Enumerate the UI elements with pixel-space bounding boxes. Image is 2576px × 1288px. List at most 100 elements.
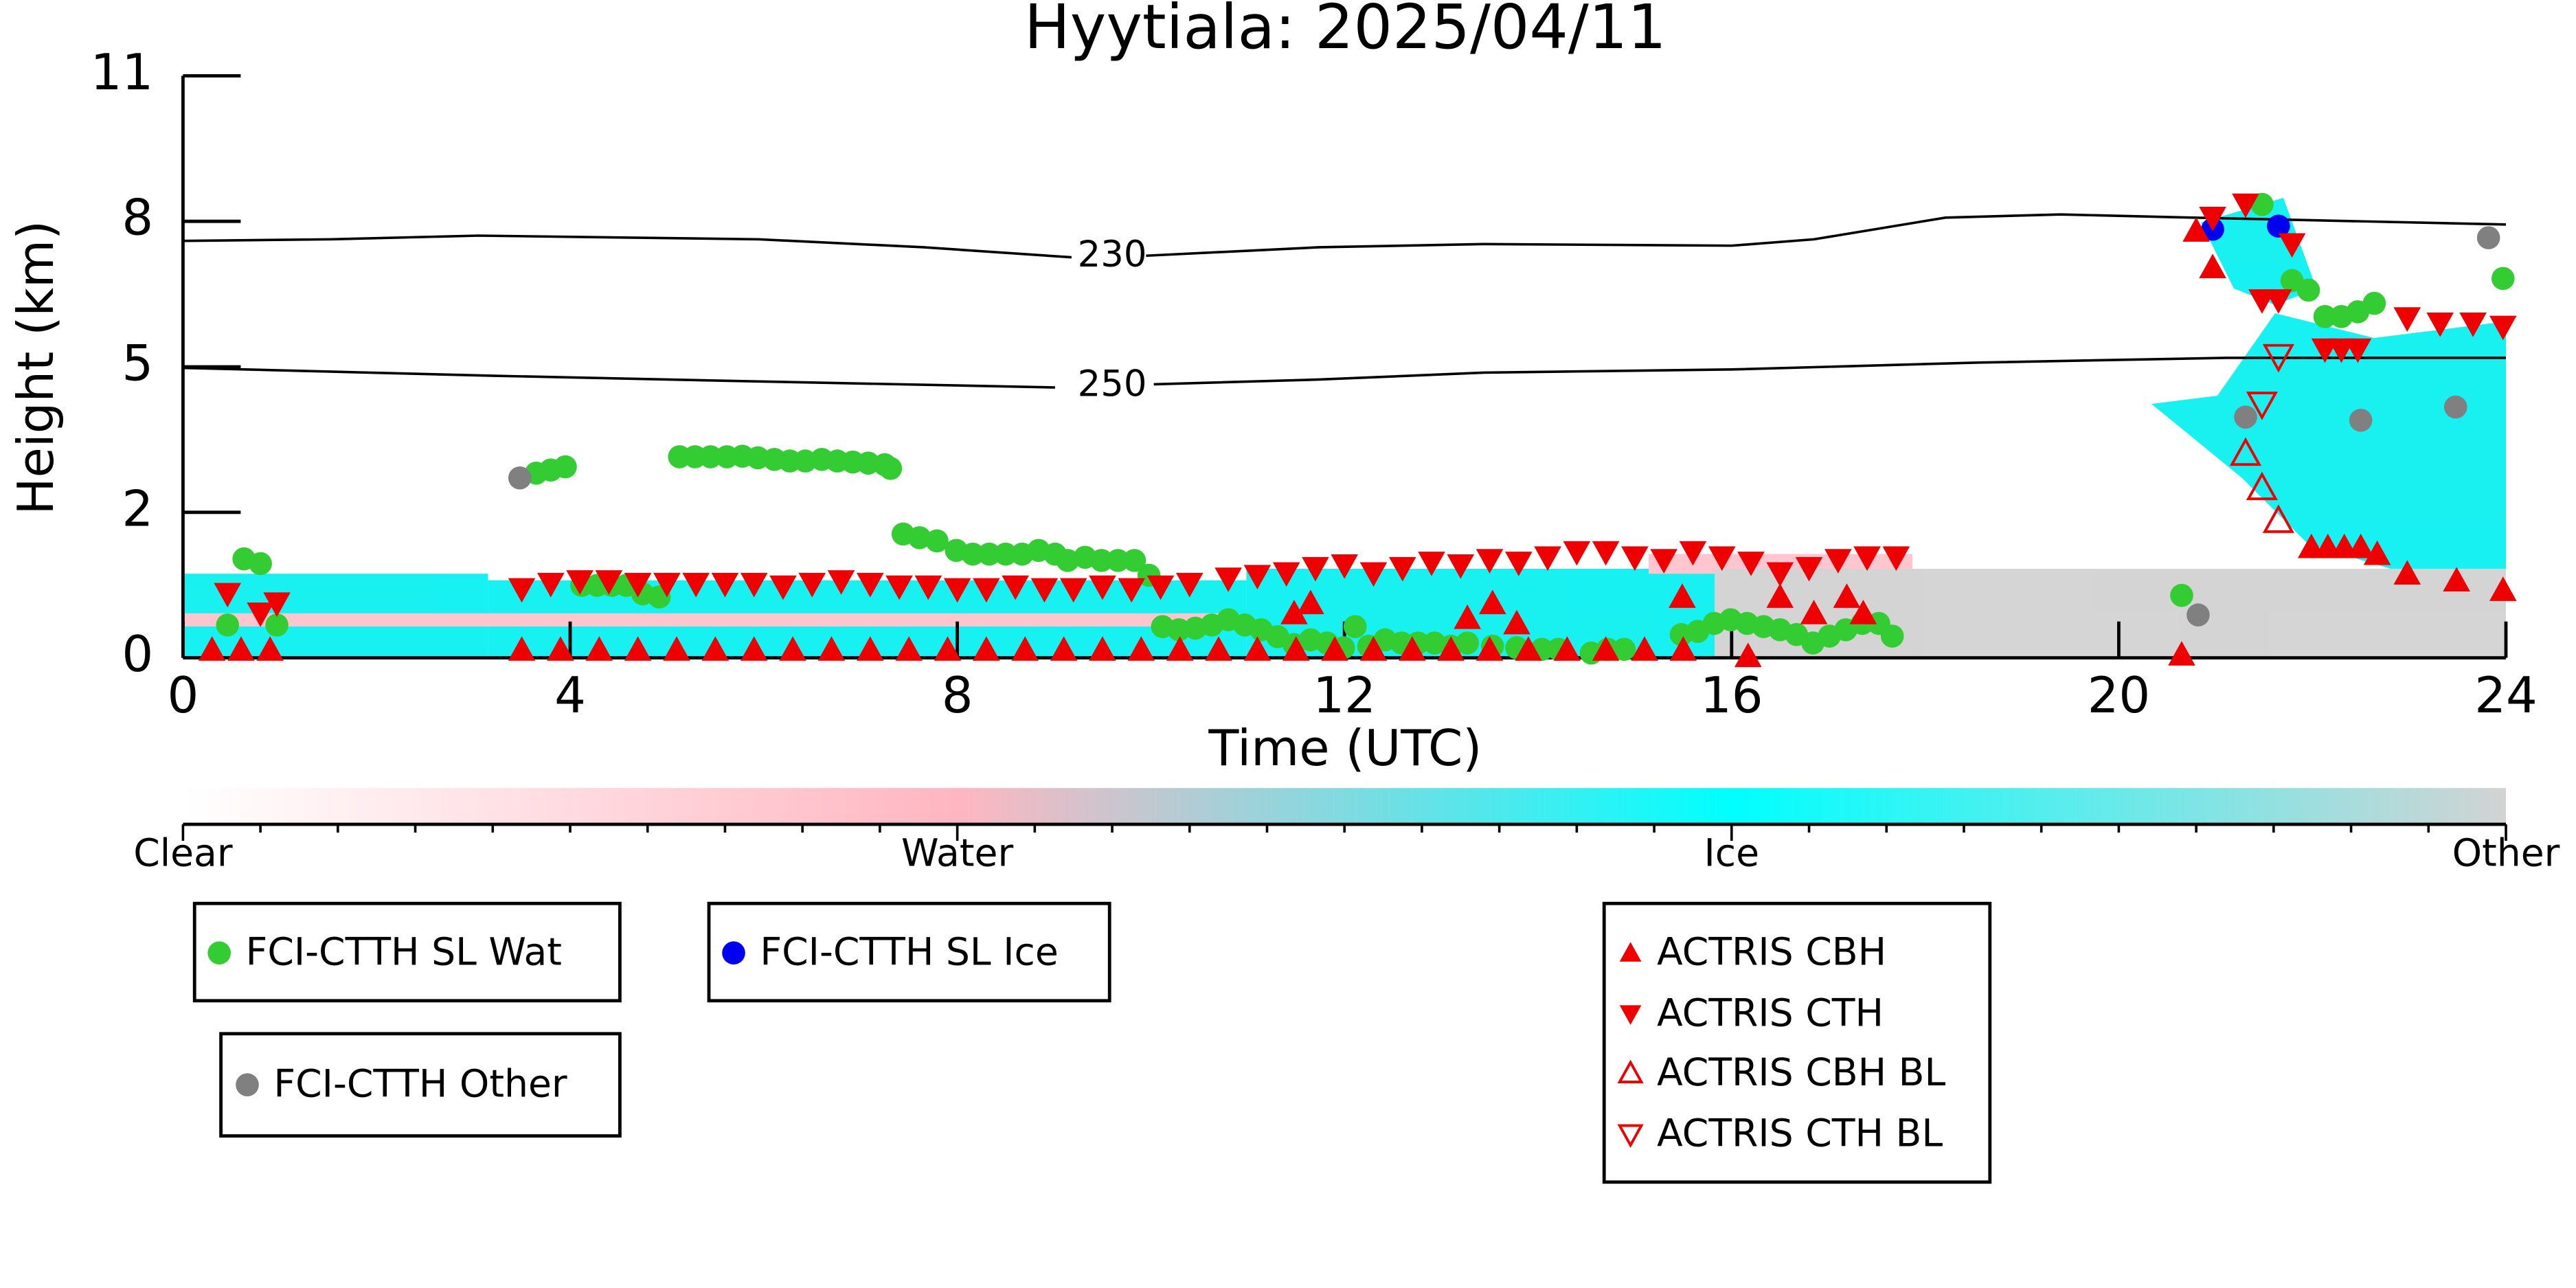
data-point <box>1476 636 1504 661</box>
data-point <box>2349 408 2373 432</box>
cloud-mask <box>183 198 2506 658</box>
data-point <box>2229 437 2262 466</box>
data-point <box>1272 562 1300 587</box>
data-point <box>1766 583 1794 608</box>
cloud-mask-ice <box>2151 313 2506 574</box>
data-point <box>1059 578 1087 603</box>
data-point <box>249 552 272 576</box>
cloud-mask-water <box>183 613 1239 626</box>
data-point <box>1456 631 1479 655</box>
data-point <box>1478 589 1506 615</box>
data-point <box>508 578 536 603</box>
data-point <box>1708 546 1736 572</box>
data-point <box>2476 226 2500 249</box>
data-point <box>879 457 903 480</box>
colorbar-label: Water <box>901 832 1013 876</box>
data-point <box>2393 307 2421 332</box>
data-point <box>1447 554 1475 579</box>
data-point <box>1880 624 1904 648</box>
cloud-mask-other <box>1715 569 2209 658</box>
data-point <box>1002 575 1029 600</box>
data-point <box>885 575 913 600</box>
data-point <box>1534 546 1561 572</box>
data-point <box>2443 567 2470 591</box>
data-point <box>1505 552 1533 576</box>
data-point <box>663 636 690 661</box>
data-point <box>1056 549 1080 572</box>
data-point <box>198 636 226 661</box>
data-point <box>1030 578 1059 603</box>
data-point <box>214 583 242 608</box>
data-point <box>907 526 931 550</box>
data-point <box>779 636 806 661</box>
data-point <box>1734 642 1762 668</box>
legend-box <box>219 1032 622 1138</box>
data-point <box>1106 549 1130 572</box>
data-point <box>1399 636 1426 661</box>
data-point <box>2262 343 2294 373</box>
data-point <box>856 636 884 661</box>
data-point <box>699 445 723 468</box>
legend-label: FCI-CTTH Other <box>273 1063 567 1107</box>
data-point <box>2232 193 2259 218</box>
data-point <box>701 636 730 661</box>
legend-label: ACTRIS CTH <box>1657 992 1884 1036</box>
data-point <box>978 542 1001 566</box>
data-point <box>624 636 652 661</box>
data-point <box>1122 549 1146 572</box>
x-tick-label: 4 <box>554 666 586 724</box>
data-point <box>1205 636 1232 661</box>
data-point <box>1302 556 1329 582</box>
data-point <box>1737 552 1765 576</box>
colorbar-label: Other <box>2452 832 2560 876</box>
data-point <box>1089 549 1114 572</box>
legend-box <box>192 901 622 1003</box>
data-point <box>1050 636 1078 661</box>
data-point <box>2262 504 2294 533</box>
data-point <box>547 636 574 661</box>
data-point <box>2426 313 2454 337</box>
data-point <box>1175 572 1204 598</box>
legend-marker <box>1617 1124 1644 1148</box>
y-tick-label: 5 <box>122 335 153 392</box>
data-point <box>827 570 855 595</box>
y-tick-label: 8 <box>122 189 153 247</box>
legend-label: FCI-CTTH SL Wat <box>246 931 562 975</box>
data-point <box>973 578 1000 603</box>
legend-marker <box>1617 1059 1644 1083</box>
data-point <box>682 572 710 598</box>
data-point <box>2187 603 2210 627</box>
data-point <box>263 592 291 618</box>
data-point <box>2489 315 2517 341</box>
data-point <box>227 636 255 661</box>
data-point <box>1553 636 1581 661</box>
data-point <box>2347 533 2375 558</box>
data-point <box>2459 313 2487 337</box>
data-point <box>2278 233 2306 258</box>
data-point <box>2246 471 2278 501</box>
data-point <box>1766 562 1794 587</box>
legend-label: FCI-CTTH SL Ice <box>760 931 1058 975</box>
data-point <box>1795 556 1823 582</box>
data-point <box>2182 217 2210 242</box>
legend-label: ACTRIS CBH BL <box>1657 1051 1946 1095</box>
data-point <box>914 575 942 600</box>
data-point <box>256 636 284 661</box>
data-point <box>1418 552 1445 576</box>
data-point <box>2265 289 2292 314</box>
data-point <box>1214 567 1242 592</box>
data-point <box>265 613 289 637</box>
data-point <box>1679 541 1707 566</box>
data-point <box>2234 405 2257 429</box>
data-point <box>2363 540 2391 565</box>
data-point <box>595 570 623 595</box>
data-point <box>1243 636 1272 661</box>
legend-marker <box>236 1073 259 1096</box>
data-point <box>798 572 826 598</box>
data-point <box>2267 214 2290 238</box>
data-point <box>1503 609 1530 635</box>
data-point <box>2362 291 2386 315</box>
x-tick-label: 0 <box>167 666 199 724</box>
data-point <box>1321 636 1348 661</box>
